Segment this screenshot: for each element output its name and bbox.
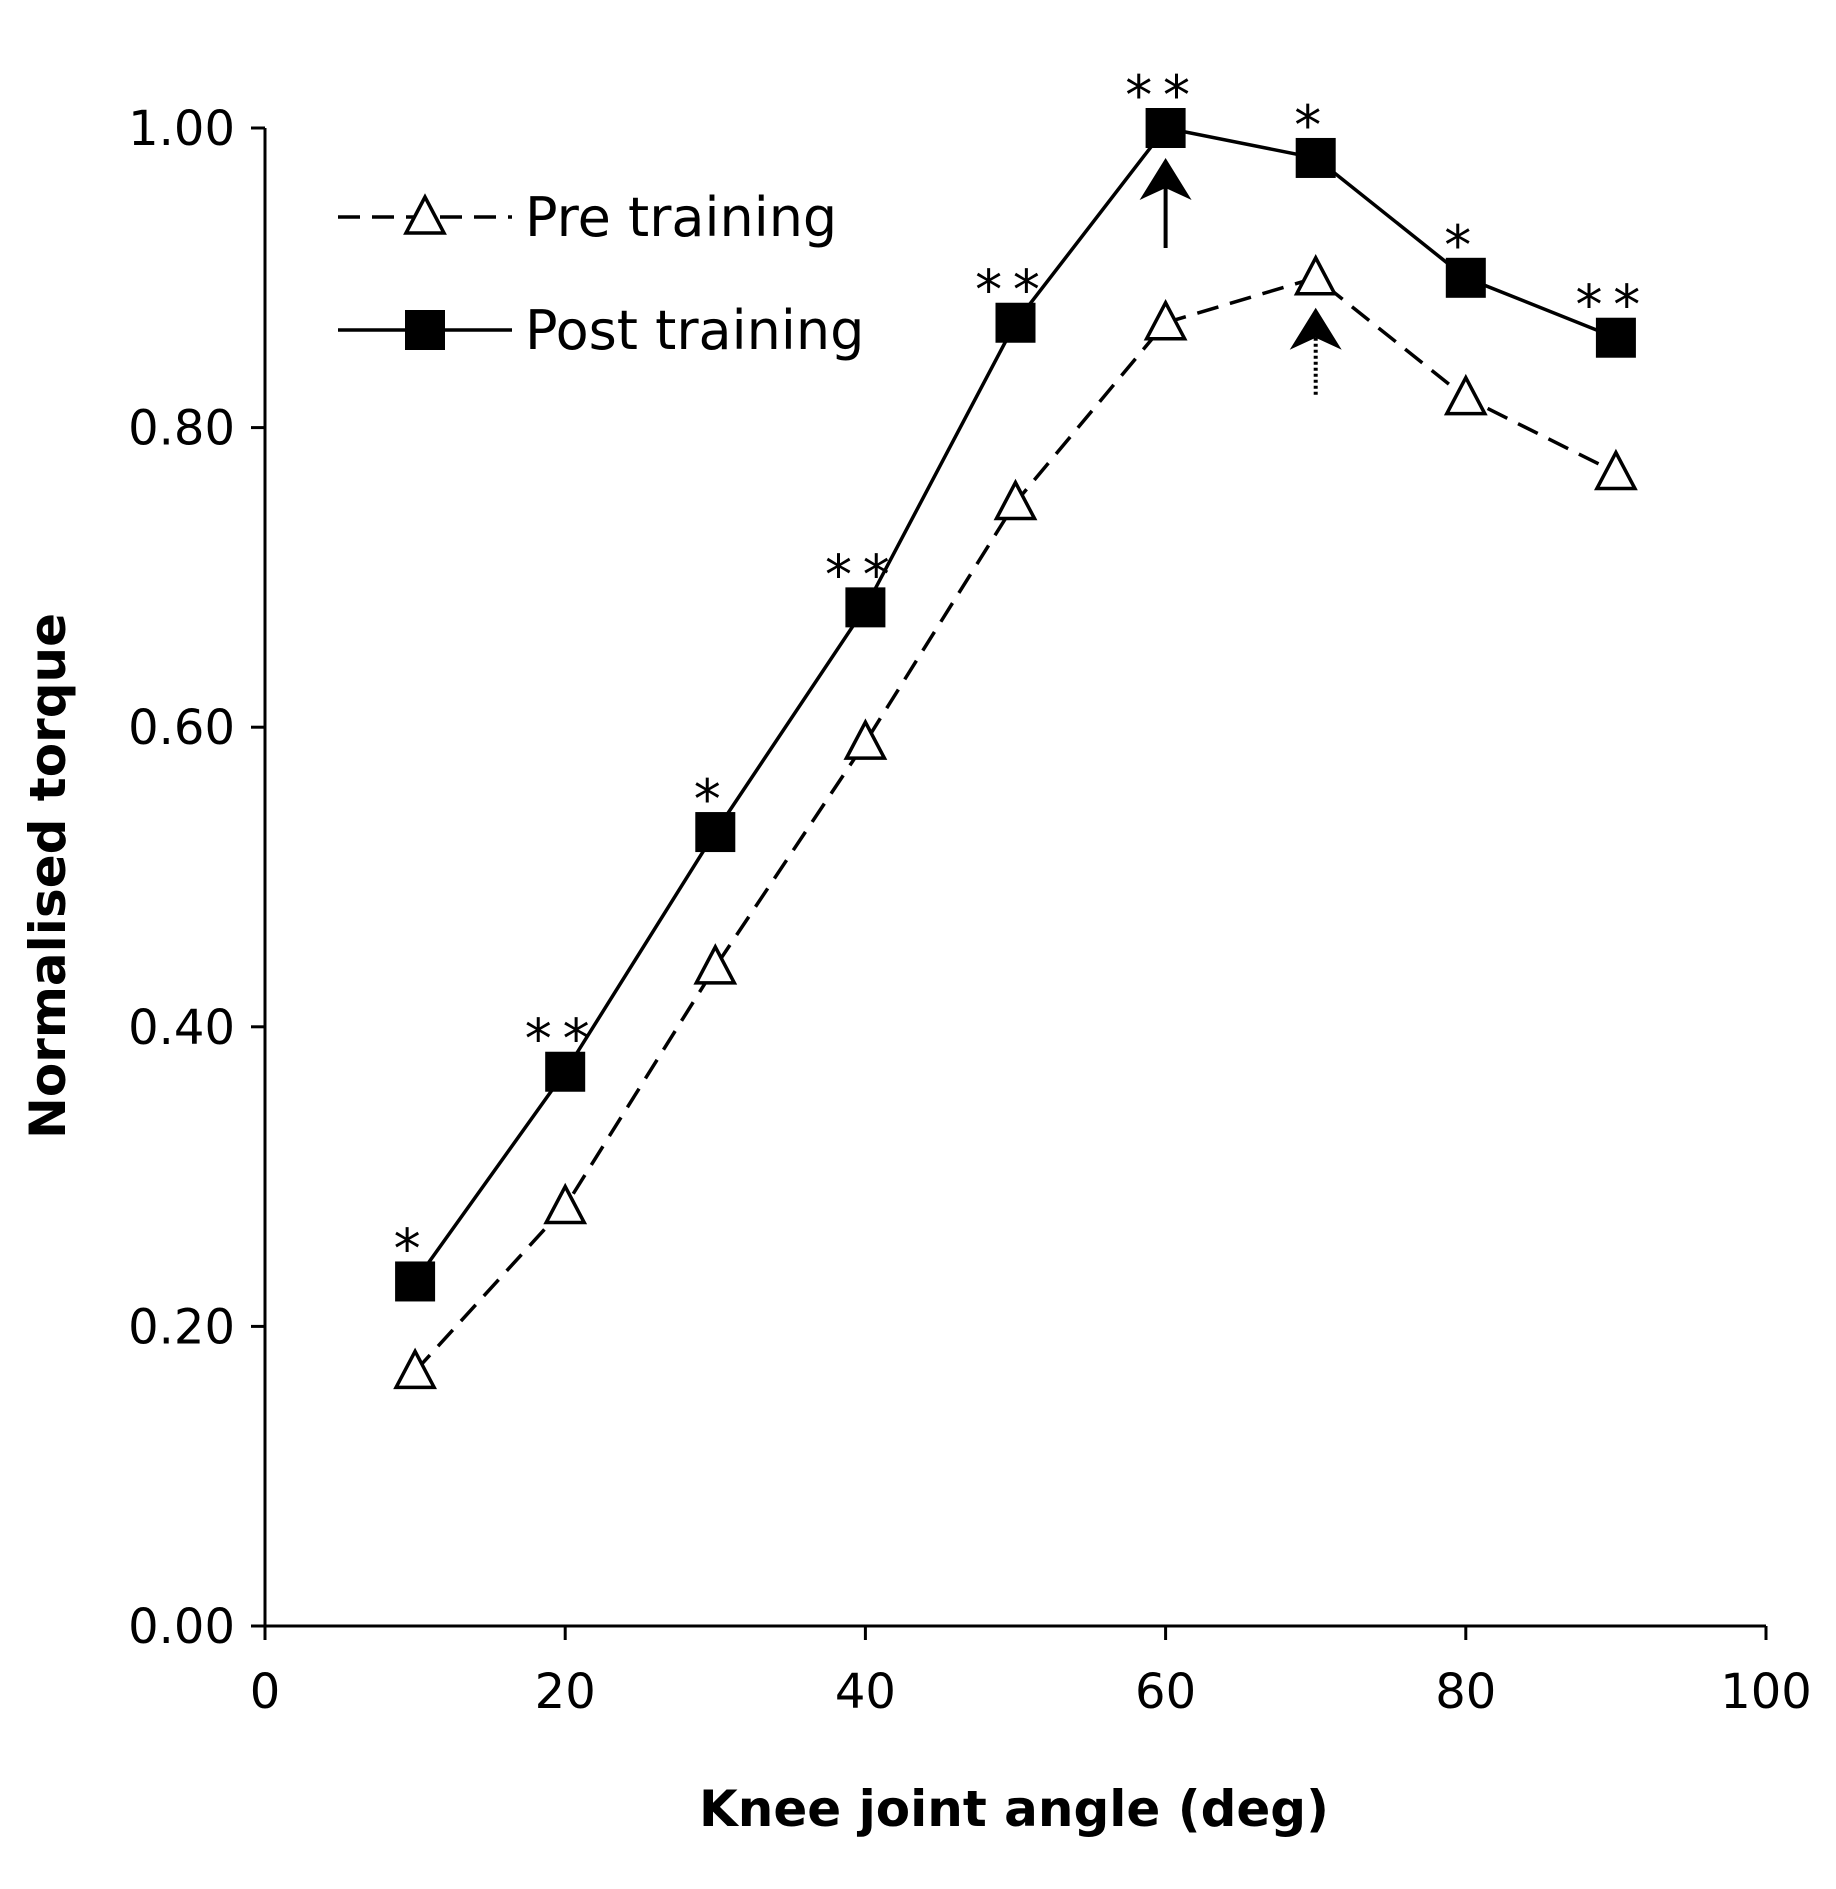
data-point-triangle [393, 1347, 438, 1390]
data-point-square [1595, 317, 1636, 358]
significance-marker: * * [1125, 64, 1190, 127]
data-point-triangle [693, 943, 738, 985]
x-tick-label: 60 [1135, 1664, 1196, 1720]
x-tick-label: 100 [1720, 1664, 1812, 1720]
significance-marker: * [394, 1217, 421, 1280]
series-post-training [395, 108, 1636, 1302]
y-axis-ticks: 0.00 0.20 0.40 0.60 0.80 1.00 [128, 101, 265, 1655]
data-point-square [545, 1051, 586, 1092]
data-point-triangle [843, 718, 888, 760]
data-point-square [1145, 108, 1186, 148]
y-tick-label: 0.60 [128, 700, 235, 756]
x-axis-title: Knee joint angle (deg) [699, 1780, 1329, 1838]
significance-marker: * * [1576, 274, 1641, 337]
data-point-square [695, 812, 736, 853]
data-point-triangle [543, 1182, 588, 1225]
y-tick-label: 0.20 [128, 1299, 235, 1355]
y-axis-title: Normalised torque [19, 613, 77, 1139]
peak-arrow [1289, 307, 1342, 398]
y-tick-label: 0.00 [128, 1599, 235, 1655]
data-point-square [1445, 257, 1486, 298]
x-tick-label: 0 [250, 1664, 281, 1720]
y-tick-label: 1.00 [128, 101, 235, 157]
data-point-triangle [1293, 254, 1338, 296]
legend-marker [403, 193, 447, 235]
data-point-triangle [1143, 298, 1188, 341]
legend-marker [405, 310, 445, 350]
y-tick-label: 0.40 [128, 1000, 235, 1056]
legend: Pre training Post training [338, 186, 864, 362]
significance-marker: * [1444, 214, 1471, 277]
series-pre-training [393, 254, 1638, 1390]
significance-marker: * [1294, 94, 1321, 157]
series-line [413, 275, 1617, 1373]
peak-arrow [1139, 158, 1192, 248]
data-point-square [395, 1261, 436, 1302]
data-point-triangle [1443, 373, 1488, 416]
x-tick-label: 80 [1435, 1664, 1496, 1720]
annotations: * * * * * * * * * * * * * * [394, 64, 1641, 1280]
axes [263, 128, 1766, 1628]
legend-label: Post training [525, 299, 864, 362]
data-point-square [1295, 137, 1336, 178]
y-tick-label: 0.80 [128, 401, 235, 457]
significance-marker: * * [525, 1008, 590, 1071]
legend-item-pre-training: Pre training [338, 186, 837, 249]
series-layer [393, 108, 1638, 1390]
legend-label: Pre training [525, 186, 837, 249]
significance-marker: * * [975, 259, 1040, 322]
x-tick-label: 20 [535, 1664, 596, 1720]
x-axis-ticks: 0 20 40 60 80 100 [250, 1626, 1812, 1720]
significance-marker: * [694, 768, 721, 831]
data-point-square [995, 302, 1036, 343]
data-point-square [845, 587, 886, 628]
data-point-triangle [1593, 448, 1638, 491]
data-point-triangle [993, 478, 1038, 521]
legend-item-post-training: Post training [338, 299, 864, 362]
arrow-head [1289, 307, 1342, 350]
arrow-head [1139, 158, 1192, 200]
x-tick-label: 40 [835, 1664, 896, 1720]
significance-marker: * * [825, 543, 890, 606]
